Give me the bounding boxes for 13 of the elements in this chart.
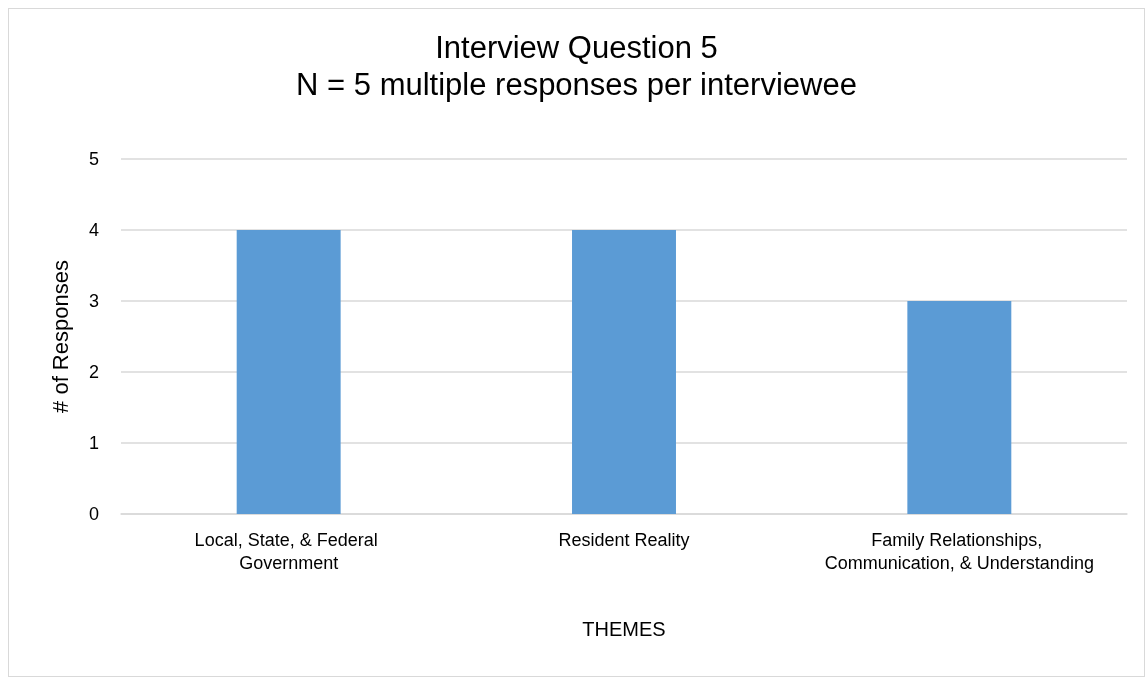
y-tick-label: 5 <box>88 149 99 169</box>
x-tick-label: Resident Reality <box>558 529 690 550</box>
y-tick-label: 3 <box>88 291 99 311</box>
y-tick-label: 1 <box>88 433 99 453</box>
y-tick-label: 4 <box>88 220 99 240</box>
y-tick-label: 0 <box>88 504 99 524</box>
chart-subtitle: N = 5 multiple responses per interviewee <box>296 67 857 102</box>
x-axis-title: THEMES <box>582 618 666 640</box>
x-tick-label: Family Relationships, Communication, & Understanding <box>824 529 1094 573</box>
chart-title: Interview Question 5 <box>435 30 718 65</box>
y-tick-label: 2 <box>88 362 99 382</box>
y-axis-title: # of Responses <box>47 260 73 413</box>
x-tick-label: Local, State, & Federal Government <box>194 529 383 573</box>
